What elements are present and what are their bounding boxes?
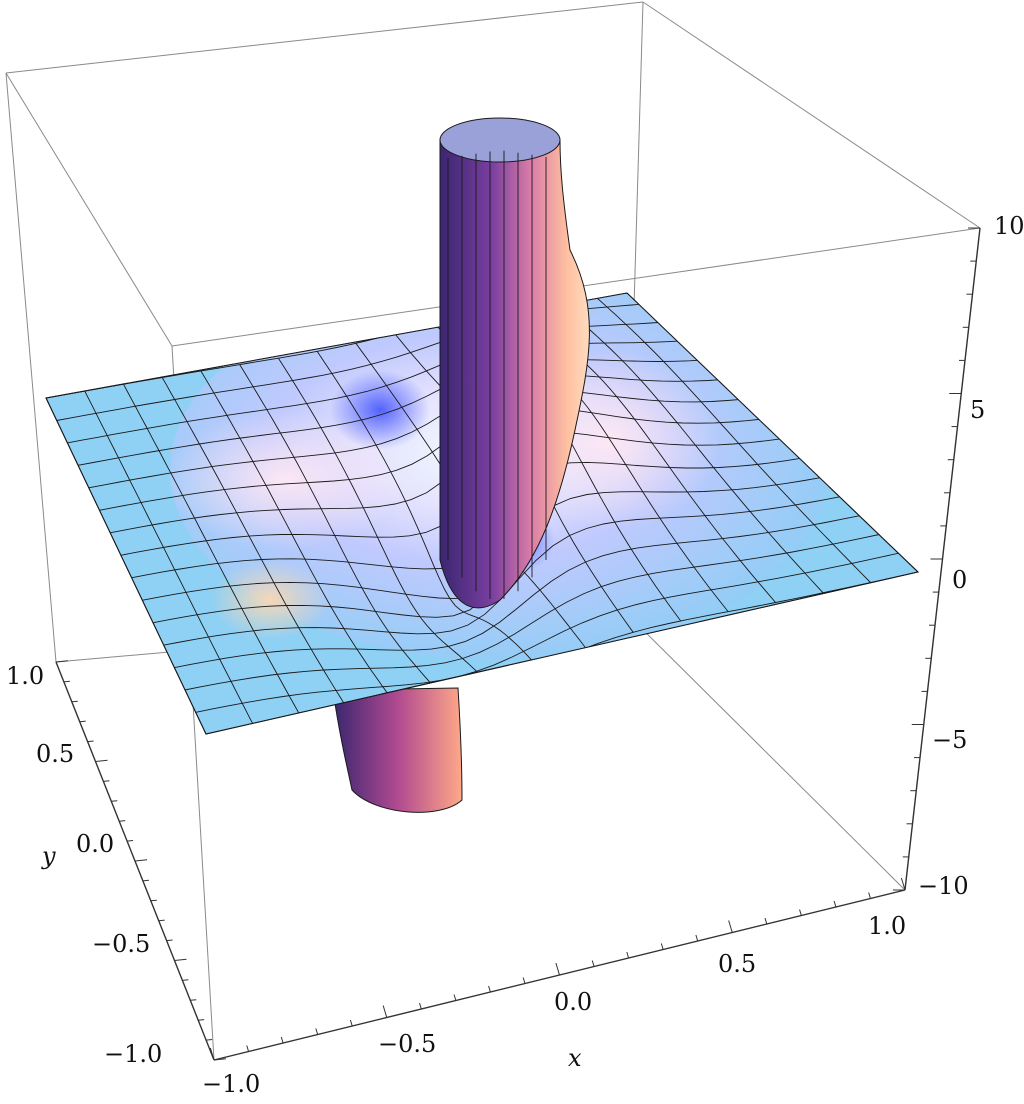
axis-tick (111, 800, 118, 802)
axis-tick (209, 1047, 215, 1061)
axis-tick (280, 1036, 284, 1044)
axis-tick (103, 780, 110, 782)
surface-mesh-line (195, 552, 899, 713)
axis-tick (134, 859, 148, 862)
axis-tick (591, 960, 595, 967)
box-edge (5, 72, 173, 347)
axis-tick (198, 1019, 205, 1021)
x-tick-label: −0.5 (378, 1030, 436, 1058)
axis-tick (246, 1045, 250, 1052)
axis-tick (142, 879, 149, 882)
axis-tick (174, 958, 187, 961)
y-tick-label: −0.5 (92, 930, 150, 958)
z-tick-label: 0 (952, 566, 967, 594)
axis-tick (555, 962, 560, 976)
x-tick-label: 1.0 (868, 912, 906, 940)
highlight-region (210, 560, 330, 640)
x-tick-label: 0.0 (554, 988, 592, 1016)
axis-tick (900, 877, 906, 891)
y-axis-label: y (41, 842, 56, 870)
pole-tube-lower (332, 687, 463, 813)
axis-tick (419, 1002, 422, 1010)
tube-opening (439, 117, 561, 163)
axis-tick (127, 840, 134, 842)
axis-tick (349, 1019, 353, 1027)
y-tick-label: 1.0 (6, 662, 44, 690)
axis-tick (166, 939, 173, 942)
y-tick-labels: 1.0 0.5 0.0 −0.5 −1.0 (6, 662, 162, 1068)
highlight-region (165, 410, 405, 550)
surface-mesh-line (200, 370, 397, 706)
axis-tick (833, 900, 837, 908)
axis-tick (55, 660, 69, 663)
box-edge (5, 1, 644, 74)
z-tick-label: −5 (932, 726, 967, 754)
box-edge (624, 611, 906, 891)
axis-tick (95, 759, 108, 762)
axis-tick (63, 680, 70, 683)
x-tick-labels: −1.0 −0.5 0.0 0.5 1.0 (202, 912, 906, 1098)
box-edge (5, 72, 57, 663)
axis-tick (150, 899, 157, 902)
axis-tick (206, 1039, 213, 1041)
z-tick-label: 5 (970, 396, 985, 424)
z-tick-label: −10 (918, 872, 969, 900)
axis-tick (626, 951, 630, 959)
z-tick-label: 10 (994, 212, 1024, 240)
surface-mesh-line (316, 351, 539, 668)
axis-tick (660, 943, 664, 950)
surface-mesh-line (109, 390, 744, 534)
axis-tick (315, 1028, 319, 1035)
axis-tick (453, 994, 457, 1001)
axis-tick (213, 1058, 227, 1061)
y-tick-label: 0.5 (36, 740, 74, 768)
axis-tick (158, 919, 165, 922)
axis-tick (868, 892, 871, 899)
surface-mesh-line (587, 293, 871, 583)
axis-tick (87, 740, 94, 743)
x-axis-label: x (568, 1044, 582, 1072)
axis-tick (799, 909, 802, 916)
z-tick-labels: 10 5 0 −5 −10 (918, 212, 1024, 900)
axis-tick (71, 700, 78, 703)
surface-mesh-line (173, 515, 860, 669)
axis-tick (382, 1005, 388, 1018)
axis-tick (764, 917, 768, 925)
surface-mesh-line (278, 357, 492, 686)
axis-tick (488, 985, 491, 993)
highlight-region (330, 370, 430, 450)
axis-tick (182, 979, 189, 981)
surface-mesh-line (184, 534, 880, 691)
surface-mesh-line (549, 294, 824, 594)
x-tick-label: 0.5 (718, 950, 756, 978)
surface-mesh-line (123, 383, 302, 718)
surface-mesh-line (99, 374, 725, 511)
axis-tick (695, 934, 699, 942)
axis-tick (119, 820, 126, 822)
box-edge (642, 1, 981, 229)
pole-tube-upper (439, 117, 590, 609)
surface-outline (45, 292, 920, 735)
y-tick-label: −1.0 (104, 1040, 162, 1068)
surface-mesh-line (239, 364, 444, 699)
axis-tick (79, 720, 86, 723)
axis-tick (522, 977, 526, 984)
x-tick-label: −1.0 (202, 1070, 260, 1098)
surface-mesh-line (88, 359, 705, 489)
axis-ticks (55, 227, 980, 1061)
axis-tick (728, 920, 733, 933)
y-tick-label: 0.0 (76, 830, 114, 858)
surface-mesh-line (161, 377, 349, 711)
axis-tick (190, 999, 197, 1001)
surface-mesh-line (84, 390, 254, 726)
